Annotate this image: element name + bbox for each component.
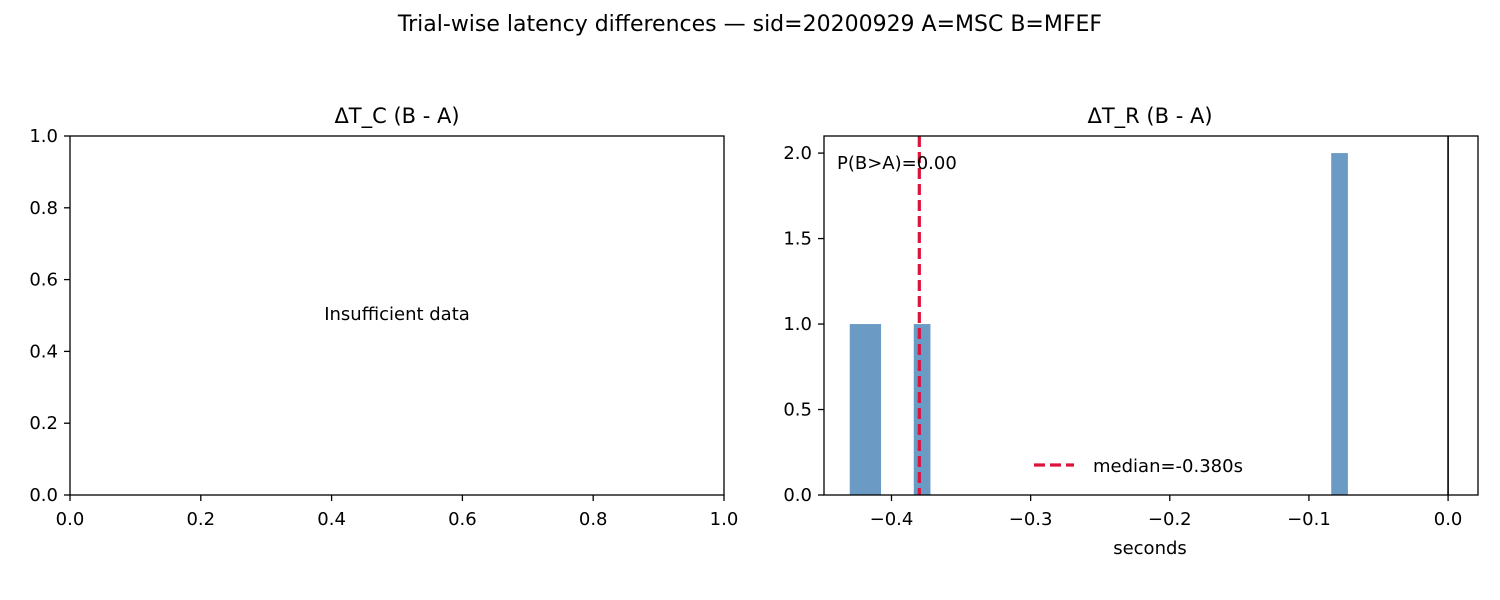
y-tick-label-right: 1.0	[783, 314, 812, 335]
x-tick-label-left: 0.4	[317, 509, 346, 530]
panel-delta-tc: ΔT_C (B - A) 0.0 0.2 0.4 0.6 0.8 1.0 0.0 0.2 0.4…	[29, 104, 738, 530]
probability-annotation: P(B>A)=0.00	[837, 153, 957, 174]
x-tick-label-right: −0.1	[1287, 509, 1331, 530]
x-tick-label-left: 0.6	[448, 509, 477, 530]
panel-delta-tr: ΔT_R (B - A) −0.4 −0.3 −0.2 −0.1 0.0 0.0 0.5 1.…	[783, 104, 1479, 559]
x-tick-label-right: −0.4	[870, 509, 914, 530]
x-tick-label-left: 0.2	[186, 509, 215, 530]
legend: median=-0.380s	[1034, 456, 1243, 477]
y-tick-label-right: 2.0	[783, 143, 812, 164]
panel-title-delta-tr: ΔT_R (B - A)	[1087, 104, 1212, 129]
x-tick-label-right: −0.3	[1009, 509, 1053, 530]
insufficient-data-note: Insufficient data	[324, 304, 470, 325]
panel-title-delta-tc: ΔT_C (B - A)	[334, 104, 459, 129]
y-tick-label-left: 1.0	[29, 126, 58, 147]
y-tick-label-left: 0.6	[29, 270, 58, 291]
histogram-bar	[913, 324, 931, 495]
x-tick-label-right: −0.2	[1148, 509, 1192, 530]
reference-lines	[917, 136, 1449, 495]
y-tick-label-right: 0.0	[783, 485, 812, 506]
tick-group-left: 0.0 0.2 0.4 0.6 0.8 1.0 0.0 0.2 0.4 0.6 0.8 1.0	[29, 126, 738, 530]
y-tick-label-right: 1.5	[783, 229, 812, 250]
y-tick-label-left: 0.2	[29, 413, 58, 434]
x-axis-label: seconds	[1113, 538, 1187, 559]
y-tick-label-left: 0.0	[29, 485, 58, 506]
x-tick-label-left: 0.0	[56, 509, 85, 530]
y-tick-label-left: 0.8	[29, 198, 58, 219]
y-tick-label-left: 0.4	[29, 341, 58, 362]
tick-group-right: −0.4 −0.3 −0.2 −0.1 0.0 0.0 0.5 1.0 1.5 2.0	[783, 143, 1462, 530]
x-tick-label-right: 0.0	[1434, 509, 1463, 530]
histogram-bar	[1331, 153, 1348, 495]
axes-frame-left	[69, 135, 725, 496]
histogram-bar	[849, 324, 882, 495]
x-tick-label-left: 1.0	[710, 509, 739, 530]
histogram-bars	[849, 153, 1348, 495]
y-tick-label-right: 0.5	[783, 400, 812, 421]
legend-label-median: median=-0.380s	[1093, 456, 1243, 477]
figure-suptitle: Trial-wise latency differences — sid=202…	[397, 12, 1102, 37]
axes-frame-right	[823, 135, 1479, 496]
x-tick-label-left: 0.8	[579, 509, 608, 530]
